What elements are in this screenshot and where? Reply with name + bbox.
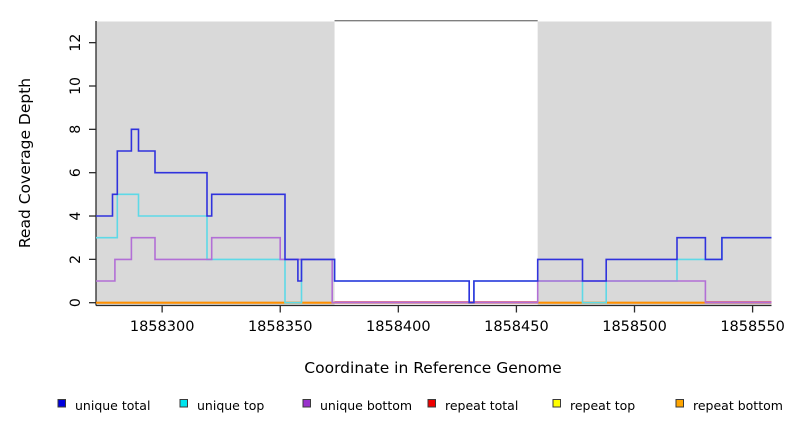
y-tick-label: 4: [68, 211, 84, 220]
shaded-region: [537, 21, 772, 306]
legend-label: repeat top: [570, 398, 635, 413]
x-tick-label: 1858550: [720, 319, 785, 335]
legend-label: unique top: [197, 398, 264, 413]
legend-swatch: [552, 399, 561, 408]
y-tick-label: 2: [68, 255, 84, 264]
axes: 0 2 4 6 8 10 12 1858300 1858350 1858400 1858450 185…: [68, 21, 785, 335]
y-tick-label: 0: [68, 298, 84, 307]
legend-swatch: [179, 399, 188, 408]
series-line-unique-total: [96, 128, 772, 304]
shaded-regions: [96, 20, 772, 306]
series-line-unique-bottom: [96, 236, 772, 304]
x-axis-title: Coordinate in Reference Genome: [304, 359, 561, 377]
legend: unique total unique top unique bottom repea…: [57, 398, 783, 413]
x-tick-label: 1858500: [602, 319, 667, 335]
legend-label: repeat bottom: [693, 398, 783, 413]
shaded-region: [96, 21, 335, 306]
legend-swatch: [427, 399, 436, 408]
y-tick-label: 12: [68, 34, 84, 52]
legend-label: unique total: [75, 398, 150, 413]
legend-label: unique bottom: [320, 398, 412, 413]
legend-swatch: [57, 399, 66, 408]
y-tick-label: 6: [68, 168, 84, 177]
x-tick-label: 1858450: [484, 319, 549, 335]
y-axis-title: Read Coverage Depth: [16, 78, 34, 248]
x-tick-label: 1858300: [130, 319, 195, 335]
legend-label: repeat total: [445, 398, 518, 413]
y-tick-label: 10: [68, 77, 84, 95]
y-tick-label: 8: [68, 125, 84, 134]
x-tick-label: 1858350: [248, 319, 313, 335]
legend-swatch: [675, 399, 684, 408]
x-tick-label: 1858400: [366, 319, 431, 335]
legend-swatch: [302, 399, 311, 408]
series-lines: [96, 128, 772, 304]
